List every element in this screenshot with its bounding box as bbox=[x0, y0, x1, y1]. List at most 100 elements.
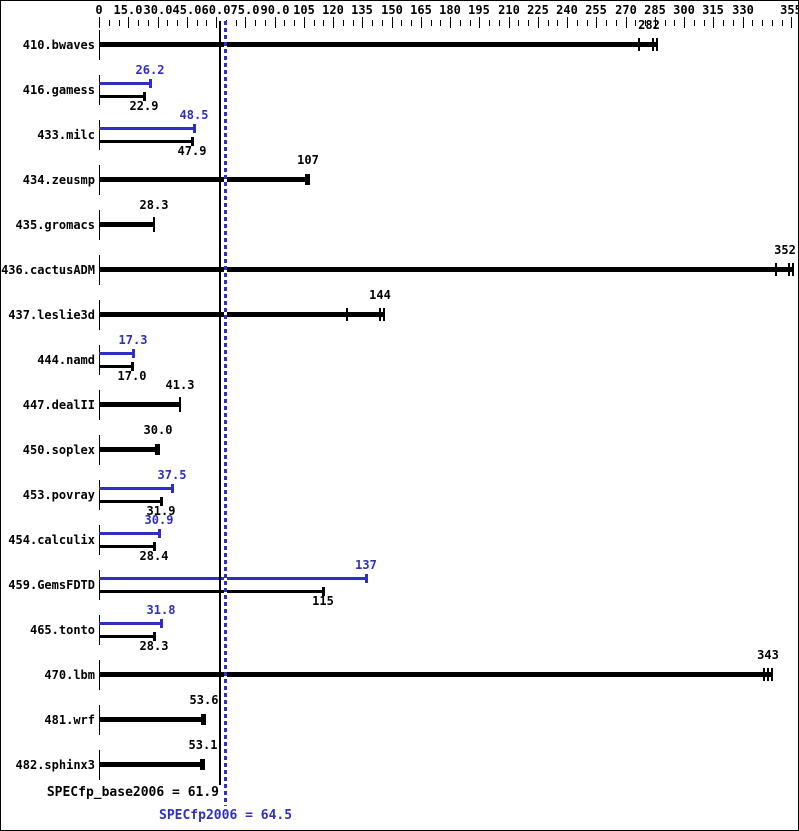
axis-tick-label: 0 bbox=[95, 3, 103, 17]
run-mark-tick bbox=[771, 668, 773, 681]
axis-minor-tick bbox=[606, 20, 607, 26]
base-bar-end-tick bbox=[305, 174, 310, 185]
axis-minor-tick bbox=[372, 20, 373, 26]
axis-major-tick bbox=[304, 17, 305, 28]
run-mark-tick bbox=[775, 263, 777, 276]
axis-minor-tick bbox=[762, 20, 763, 26]
peak-value-label: 37.5 bbox=[157, 468, 187, 482]
axis-tick-label: 225 bbox=[527, 3, 549, 17]
axis-minor-tick bbox=[382, 20, 383, 26]
y-axis-segment bbox=[99, 120, 100, 150]
run-mark-tick bbox=[763, 668, 765, 681]
axis-tick-label: 45.0 bbox=[172, 3, 202, 17]
axis-minor-tick bbox=[674, 20, 675, 26]
axis-minor-tick bbox=[723, 20, 724, 26]
base-bar bbox=[99, 222, 154, 227]
base-value-label: 17.0 bbox=[117, 369, 147, 383]
axis-tick-label: 315 bbox=[702, 3, 724, 17]
base-value-label: 352 bbox=[774, 243, 796, 257]
base-bar bbox=[99, 177, 308, 182]
y-axis-segment bbox=[99, 570, 100, 600]
axis-major-tick bbox=[538, 17, 539, 28]
axis-tick-label: 165 bbox=[410, 3, 432, 17]
base-value-label: 22.9 bbox=[129, 99, 159, 113]
axis-minor-tick bbox=[489, 20, 490, 26]
benchmark-label: 453.povray bbox=[22, 488, 95, 502]
base-bar bbox=[99, 672, 772, 677]
peak-value-label: 17.3 bbox=[118, 333, 148, 347]
base-bar bbox=[99, 762, 203, 767]
axis-tick-label: 90.0 bbox=[260, 3, 290, 17]
axis-major-tick bbox=[743, 17, 744, 28]
base-bar-end-tick bbox=[160, 497, 163, 506]
peak-bar-end-tick bbox=[171, 484, 174, 493]
axis-minor-tick bbox=[323, 20, 324, 26]
axis-minor-tick bbox=[440, 20, 441, 26]
axis-minor-tick bbox=[704, 20, 705, 26]
axis-tick-label: 120 bbox=[322, 3, 344, 17]
base-value-label: 28.4 bbox=[139, 549, 169, 563]
base-mean-reference-line bbox=[219, 21, 221, 785]
run-mark-tick bbox=[788, 263, 790, 276]
axis-minor-tick bbox=[694, 20, 695, 26]
axis-tick-label: 300 bbox=[673, 3, 695, 17]
axis-major-tick bbox=[275, 17, 276, 28]
axis-tick-label: 195 bbox=[468, 3, 490, 17]
axis-minor-tick bbox=[616, 20, 617, 26]
benchmark-label: 482.sphinx3 bbox=[15, 758, 95, 772]
base-bar bbox=[99, 95, 144, 98]
y-axis-segment bbox=[99, 75, 100, 105]
base-bar bbox=[99, 447, 158, 452]
base-value-label: 41.3 bbox=[165, 378, 195, 392]
peak-value-label: 137 bbox=[355, 558, 377, 572]
base-bar bbox=[99, 42, 657, 47]
base-bar bbox=[99, 545, 154, 548]
run-mark-tick bbox=[792, 263, 794, 276]
axis-major-tick bbox=[509, 17, 510, 28]
base-bar bbox=[99, 402, 180, 407]
peak-bar bbox=[99, 82, 150, 85]
axis-minor-tick bbox=[772, 20, 773, 26]
axis-tick-label: 15.0 bbox=[113, 3, 143, 17]
base-value-label: 53.1 bbox=[188, 738, 218, 752]
run-mark-tick bbox=[379, 308, 381, 321]
base-bar-end-tick bbox=[143, 92, 146, 101]
axis-major-tick bbox=[596, 17, 597, 28]
benchmark-label: 447.dealII bbox=[22, 398, 95, 412]
base-value-label: 107 bbox=[297, 153, 319, 167]
axis-tick-label: 270 bbox=[615, 3, 637, 17]
peak-value-label: 31.8 bbox=[146, 603, 176, 617]
axis-minor-tick bbox=[314, 20, 315, 26]
base-value-label: 47.9 bbox=[177, 144, 207, 158]
benchmark-label: 436.cactusADM bbox=[1, 263, 95, 277]
axis-tick-label: 285 bbox=[644, 3, 666, 17]
peak-bar bbox=[99, 352, 133, 355]
peak-bar-end-tick bbox=[158, 529, 161, 538]
base-bar-end-tick bbox=[153, 542, 156, 551]
axis-minor-tick bbox=[353, 20, 354, 26]
axis-minor-tick bbox=[645, 20, 646, 26]
base-bar bbox=[99, 717, 204, 722]
benchmark-label: 481.wrf bbox=[44, 713, 95, 727]
benchmark-label: 437.leslie3d bbox=[8, 308, 95, 322]
run-mark-tick bbox=[638, 38, 640, 51]
run-mark-tick bbox=[767, 668, 769, 681]
axis-minor-tick bbox=[411, 20, 412, 26]
base-bar bbox=[99, 365, 132, 368]
axis-tick-label: 180 bbox=[439, 3, 461, 17]
axis-minor-tick bbox=[206, 20, 207, 26]
base-bar-end-tick bbox=[153, 632, 156, 641]
benchmark-label: 434.zeusmp bbox=[22, 173, 95, 187]
y-axis-segment bbox=[99, 525, 100, 555]
axis-minor-tick bbox=[255, 20, 256, 26]
peak-value-label: 48.5 bbox=[179, 108, 209, 122]
axis-tick-label: 355 bbox=[780, 3, 798, 17]
base-value-label: 28.3 bbox=[139, 639, 169, 653]
base-bar-end-tick bbox=[153, 217, 155, 232]
axis-minor-tick bbox=[782, 20, 783, 26]
peak-bar bbox=[99, 487, 172, 490]
axis-minor-tick bbox=[401, 20, 402, 26]
base-bar bbox=[99, 500, 161, 503]
peak-value-label: 30.9 bbox=[144, 513, 174, 527]
